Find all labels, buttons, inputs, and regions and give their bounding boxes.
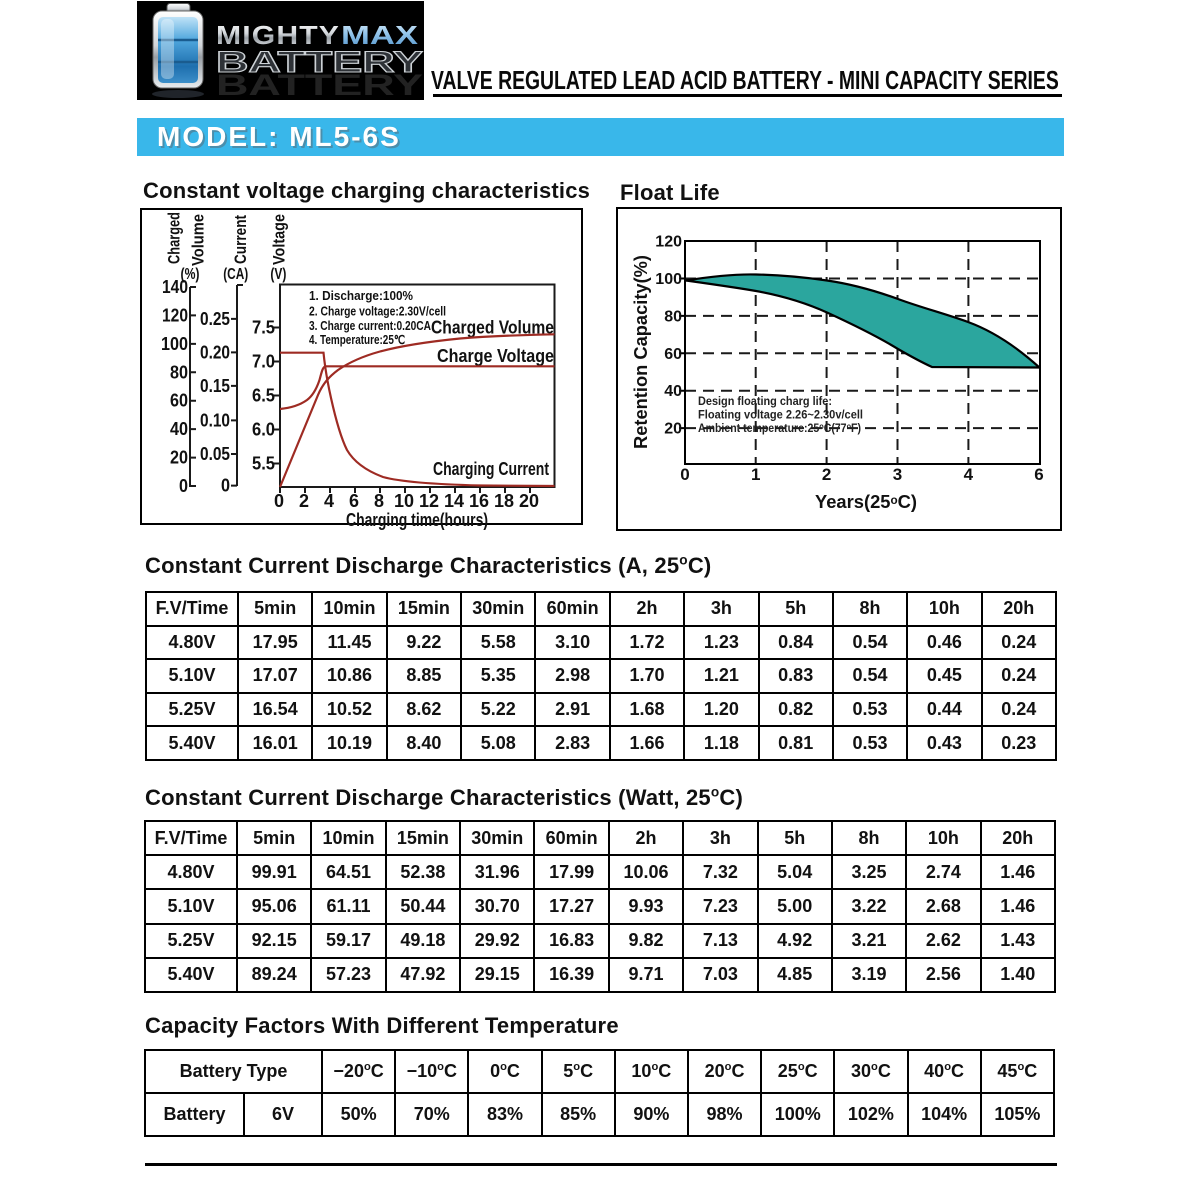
svg-text:20: 20 (664, 421, 682, 438)
svg-text:0.15: 0.15 (200, 376, 230, 396)
svg-text:8: 8 (374, 491, 384, 511)
svg-text:100: 100 (161, 334, 188, 354)
svg-text:Current: Current (232, 215, 250, 264)
svg-text:120: 120 (162, 305, 188, 325)
svg-text:20: 20 (519, 491, 539, 511)
svg-text:BATTERY: BATTERY (216, 46, 423, 79)
svg-text:60: 60 (170, 391, 188, 411)
svg-text:18: 18 (494, 491, 514, 511)
svg-text:Retention Capacity(%): Retention Capacity(%) (631, 255, 651, 449)
svg-text:0: 0 (680, 465, 689, 484)
svg-text:16: 16 (469, 491, 489, 511)
svg-text:Charged: Charged (166, 212, 184, 264)
svg-text:BATTERY: BATTERY (216, 69, 423, 100)
svg-text:Charging Current: Charging Current (433, 459, 549, 479)
svg-text:(CA): (CA) (223, 266, 248, 283)
svg-text:4. Temperature:25℃: 4. Temperature:25℃ (309, 333, 405, 347)
svg-text:60: 60 (664, 346, 682, 363)
svg-text:1: 1 (751, 465, 760, 484)
svg-text:0.05: 0.05 (200, 444, 230, 464)
svg-text:Years(25oC): Years(25oC) (815, 492, 917, 512)
svg-text:2: 2 (299, 491, 309, 511)
svg-text:1. Discharge:100%: 1. Discharge:100% (309, 289, 413, 303)
svg-text:Voltage: Voltage (271, 214, 289, 265)
svg-text:7.0: 7.0 (252, 352, 275, 372)
svg-text:Charge Voltage: Charge Voltage (437, 346, 554, 366)
svg-text:5.5: 5.5 (252, 454, 275, 474)
svg-text:0.10: 0.10 (200, 410, 230, 430)
svg-text:2. Charge voltage:2.30V/cell: 2. Charge voltage:2.30V/cell (309, 305, 446, 319)
svg-text:40: 40 (170, 419, 188, 439)
svg-text:20: 20 (170, 448, 188, 468)
svg-text:40: 40 (664, 383, 682, 400)
svg-text:12: 12 (419, 491, 439, 511)
svg-text:Volume: Volume (190, 214, 208, 266)
svg-text:Charged Volume: Charged Volume (431, 318, 554, 338)
svg-text:0.20: 0.20 (200, 342, 230, 362)
svg-text:4: 4 (964, 465, 974, 484)
svg-text:0: 0 (274, 491, 284, 511)
svg-text:6: 6 (1034, 465, 1043, 484)
svg-text:0.25: 0.25 (200, 309, 230, 329)
svg-text:(%): (%) (181, 266, 200, 283)
svg-text:0: 0 (221, 476, 230, 496)
svg-text:120: 120 (655, 234, 682, 251)
svg-text:2: 2 (822, 465, 831, 484)
svg-text:MIGHTY: MIGHTY (216, 20, 340, 50)
svg-text:Floating voltage 2.26~2.30v/ce: Floating voltage 2.26~2.30v/cell (698, 410, 863, 422)
svg-text:Design floating charg life:: Design floating charg life: (698, 396, 832, 408)
svg-text:80: 80 (664, 308, 682, 325)
svg-text:(V): (V) (270, 266, 286, 283)
svg-text:4: 4 (324, 491, 334, 511)
svg-text:80: 80 (170, 362, 188, 382)
svg-text:0: 0 (179, 476, 188, 496)
svg-text:3. Charge current:0.20CA: 3. Charge current:0.20CA (309, 319, 431, 333)
svg-text:100: 100 (655, 271, 682, 288)
svg-text:Charging time(hours): Charging time(hours) (346, 510, 488, 530)
svg-text:6.5: 6.5 (252, 386, 275, 406)
svg-text:MAX: MAX (341, 20, 419, 50)
svg-text:140: 140 (162, 277, 188, 297)
svg-text:6.0: 6.0 (252, 420, 275, 440)
svg-text:Ambient temperature:25oC(77oF): Ambient temperature:25oC(77oF) (698, 422, 861, 435)
svg-text:7.5: 7.5 (252, 318, 275, 338)
svg-text:14: 14 (444, 491, 464, 511)
svg-text:6: 6 (349, 491, 359, 511)
svg-text:10: 10 (394, 491, 414, 511)
svg-text:3: 3 (893, 465, 902, 484)
